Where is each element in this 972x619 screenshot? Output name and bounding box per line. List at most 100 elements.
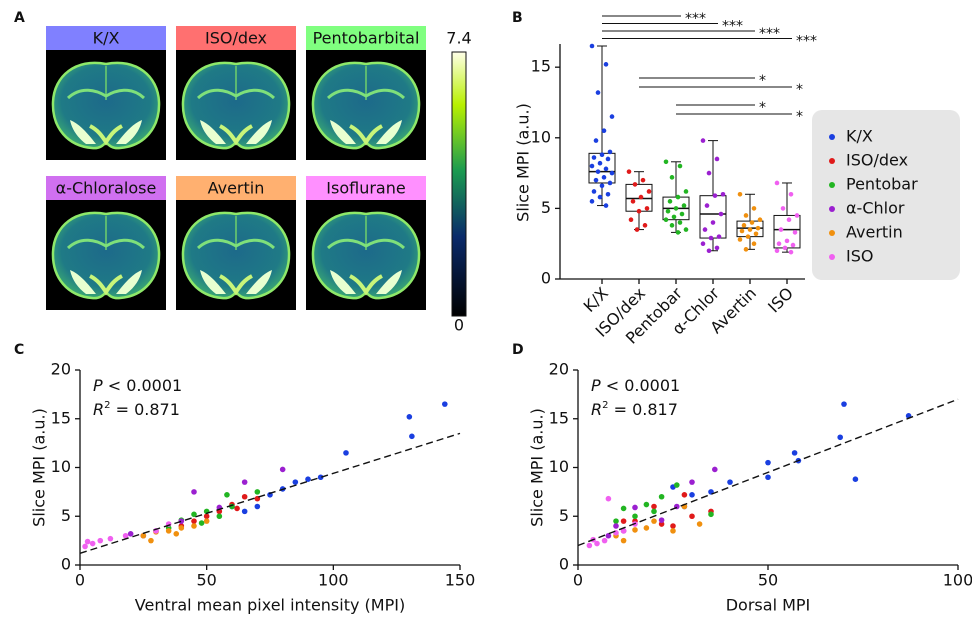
data-point	[589, 163, 595, 169]
data-point	[643, 501, 650, 508]
fit-line	[577, 398, 959, 547]
data-point	[593, 138, 599, 143]
stat-symbol: P	[591, 376, 601, 395]
data-point	[203, 513, 210, 520]
data-point	[234, 505, 240, 512]
significance-label: ***	[685, 11, 706, 27]
data-point	[191, 511, 197, 518]
data-point	[786, 217, 792, 222]
data-point	[651, 518, 657, 524]
data-point	[127, 531, 134, 537]
data-point	[741, 223, 747, 228]
data-point	[191, 489, 197, 495]
data-point	[605, 156, 611, 162]
data-point	[749, 220, 755, 225]
brain-image	[306, 200, 426, 310]
data-point	[601, 175, 607, 180]
data-point	[632, 527, 638, 533]
image-title-bar	[306, 176, 426, 200]
stat-annotation: R2 = 0.871	[93, 400, 180, 419]
data-point	[630, 199, 636, 204]
panel-label: A	[14, 10, 25, 26]
box	[699, 195, 727, 239]
x-tick-label: 50	[196, 571, 216, 590]
data-point	[755, 225, 761, 231]
data-point	[765, 459, 771, 466]
data-point	[632, 504, 638, 511]
data-point	[634, 227, 640, 232]
y-tick-label: 10	[51, 457, 71, 476]
data-point	[791, 450, 798, 456]
y-tick-label: 0	[559, 555, 569, 574]
stat-annotation: P < 0.0001	[591, 376, 680, 395]
data-point	[669, 175, 675, 180]
data-point	[173, 531, 180, 537]
data-point	[677, 220, 683, 225]
data-point	[689, 492, 695, 498]
data-point	[599, 183, 605, 189]
data-point	[727, 479, 733, 485]
stat-text: = 0.817	[609, 400, 678, 419]
data-point	[601, 537, 608, 544]
data-point	[658, 517, 665, 523]
data-point	[696, 521, 703, 527]
data-point	[609, 170, 615, 176]
y-tick-label: 20	[51, 360, 71, 379]
data-point	[663, 217, 669, 222]
data-point	[670, 523, 676, 529]
data-point	[720, 191, 726, 197]
significance-label: *	[759, 73, 766, 89]
stat-symbol: P	[93, 376, 103, 395]
data-point	[292, 479, 299, 485]
data-point	[790, 242, 796, 248]
data-point	[640, 177, 646, 183]
data-point	[670, 528, 676, 534]
data-point	[603, 203, 609, 208]
stat-superscript: 2	[602, 400, 608, 411]
data-point	[122, 532, 129, 539]
legend-marker	[829, 230, 835, 236]
data-point	[743, 213, 749, 218]
data-point	[792, 230, 798, 235]
y-tick-label: 15	[531, 57, 551, 76]
brain-image	[306, 50, 426, 160]
data-point	[683, 189, 689, 194]
legend-marker	[829, 182, 835, 188]
x-tick-label: 50	[758, 571, 778, 590]
y-axis-label: Slice MPI (a.u.)	[30, 408, 49, 527]
data-point	[681, 492, 688, 498]
data-point	[774, 248, 780, 254]
data-point	[605, 191, 611, 197]
data-point	[613, 530, 619, 536]
data-point	[191, 523, 197, 529]
data-point	[774, 180, 780, 186]
data-point	[442, 401, 448, 407]
panel-label: D	[512, 342, 524, 358]
data-point	[677, 163, 683, 169]
data-point	[613, 518, 619, 524]
data-point	[198, 520, 205, 526]
data-point	[241, 508, 248, 515]
data-point	[586, 542, 593, 549]
y-tick-label: 20	[549, 360, 569, 379]
image-title: α-Chloralose	[56, 179, 157, 198]
data-point	[593, 177, 599, 183]
stat-superscript: 2	[104, 400, 110, 411]
data-point	[589, 199, 595, 204]
data-point	[658, 493, 665, 500]
data-point	[673, 206, 679, 211]
data-point	[751, 241, 757, 246]
data-point	[632, 182, 638, 187]
data-point	[747, 227, 753, 232]
y-tick-label: 0	[541, 269, 551, 288]
data-point	[651, 503, 657, 510]
data-point	[279, 466, 286, 473]
legend-marker	[829, 134, 835, 140]
data-point	[751, 206, 757, 211]
data-point	[714, 245, 720, 251]
data-point	[739, 228, 745, 234]
significance-label: *	[759, 100, 766, 116]
data-point	[597, 160, 603, 166]
data-point	[700, 138, 706, 143]
legend-label: Pentobar	[846, 175, 918, 194]
